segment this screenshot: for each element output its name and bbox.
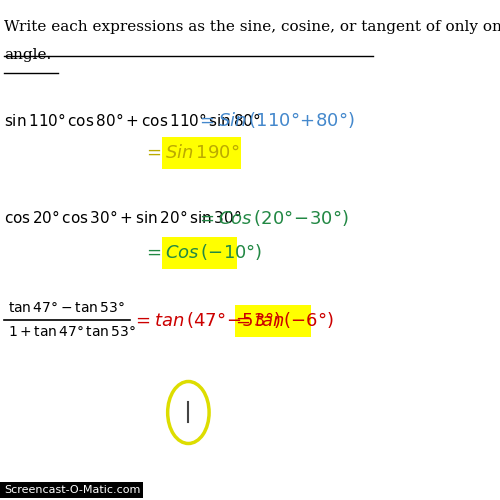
FancyBboxPatch shape — [162, 237, 238, 269]
Text: $\mathrm{1 + tan\,47°\,tan\,53°}$: $\mathrm{1 + tan\,47°\,tan\,53°}$ — [8, 326, 136, 340]
Ellipse shape — [168, 382, 209, 444]
Text: angle.: angle. — [4, 48, 51, 62]
Text: $\mathrm{tan\,47° - tan\,53°}$: $\mathrm{tan\,47° - tan\,53°}$ — [8, 300, 124, 314]
FancyBboxPatch shape — [162, 137, 241, 169]
Text: $\mathrm{cos\,20°\,cos\,30° + sin\,20°\,sin\,30°}$: $\mathrm{cos\,20°\,cos\,30° + sin\,20°\,… — [4, 209, 241, 226]
Text: $= Sin\,190°$: $= Sin\,190°$ — [143, 144, 240, 162]
Text: Write each expressions as the sine, cosine, or tangent of only one: Write each expressions as the sine, cosi… — [4, 20, 500, 34]
Text: $= Cos\,(20°\!-\!30°)$: $= Cos\,(20°\!-\!30°)$ — [196, 208, 348, 228]
Text: $\mathrm{sin\,110°\,cos\,80° + cos\,110°\,sin\,80°}$: $\mathrm{sin\,110°\,cos\,80° + cos\,110°… — [4, 112, 260, 128]
Text: $= tan(-6°)$: $= tan(-6°)$ — [232, 310, 334, 330]
Text: $= tan\,(47°\!-\!53°)$: $= tan\,(47°\!-\!53°)$ — [132, 310, 281, 330]
Text: Screencast-O-Matic.com: Screencast-O-Matic.com — [4, 485, 140, 495]
Text: $= Sin\,(110°\!+\!80°)$: $= Sin\,(110°\!+\!80°)$ — [196, 110, 355, 130]
Text: $= Cos\,(-10°)$: $= Cos\,(-10°)$ — [143, 242, 262, 262]
FancyBboxPatch shape — [236, 304, 311, 336]
